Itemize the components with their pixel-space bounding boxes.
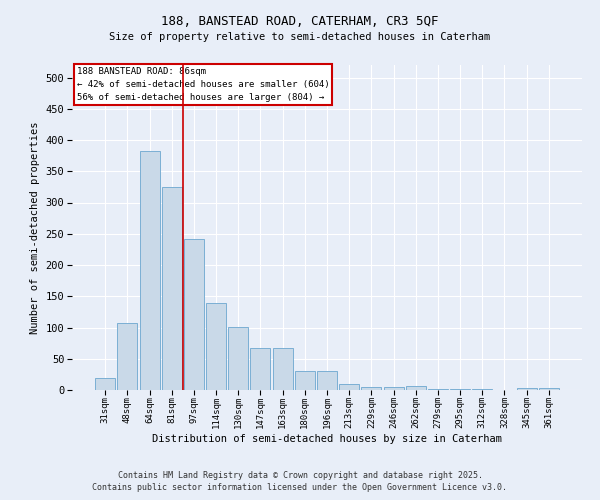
- Bar: [361, 387, 382, 390]
- Bar: [206, 302, 226, 390]
- Bar: [140, 150, 160, 390]
- Bar: [406, 386, 426, 390]
- Bar: [272, 348, 293, 390]
- X-axis label: Distribution of semi-detached houses by size in Caterham: Distribution of semi-detached houses by …: [152, 434, 502, 444]
- Bar: [539, 388, 559, 390]
- Bar: [383, 387, 404, 390]
- Bar: [228, 327, 248, 390]
- Bar: [118, 322, 137, 390]
- Bar: [95, 378, 115, 390]
- Bar: [295, 371, 315, 390]
- Bar: [250, 348, 271, 390]
- Text: Size of property relative to semi-detached houses in Caterham: Size of property relative to semi-detach…: [109, 32, 491, 42]
- Text: 188, BANSTEAD ROAD, CATERHAM, CR3 5QF: 188, BANSTEAD ROAD, CATERHAM, CR3 5QF: [161, 15, 439, 28]
- Bar: [317, 371, 337, 390]
- Y-axis label: Number of semi-detached properties: Number of semi-detached properties: [30, 121, 40, 334]
- Bar: [339, 384, 359, 390]
- Bar: [162, 187, 182, 390]
- Bar: [517, 388, 536, 390]
- Bar: [184, 239, 204, 390]
- Text: Contains HM Land Registry data © Crown copyright and database right 2025.
Contai: Contains HM Land Registry data © Crown c…: [92, 471, 508, 492]
- Text: 188 BANSTEAD ROAD: 86sqm
← 42% of semi-detached houses are smaller (604)
56% of : 188 BANSTEAD ROAD: 86sqm ← 42% of semi-d…: [77, 66, 330, 102]
